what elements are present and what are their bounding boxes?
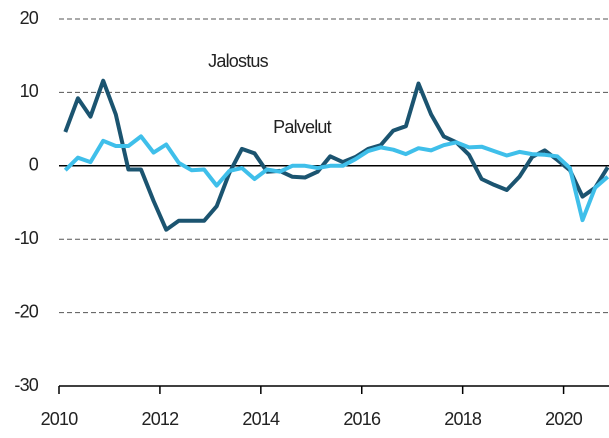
series-line bbox=[63, 78, 609, 232]
y-tick-label: 20 bbox=[20, 8, 39, 28]
x-tick-label: 2020 bbox=[545, 409, 583, 429]
y-tick-label: 10 bbox=[20, 81, 39, 101]
y-tick-label: -30 bbox=[14, 375, 38, 395]
x-tick-label: 2016 bbox=[343, 409, 381, 429]
series-label: Jalostus bbox=[208, 51, 268, 71]
series-label: Palvelut bbox=[273, 117, 331, 137]
series-line bbox=[63, 134, 609, 223]
x-tick-label: 2010 bbox=[41, 409, 79, 429]
x-tick-label: 2012 bbox=[141, 409, 179, 429]
y-tick-label: -10 bbox=[14, 228, 38, 248]
x-tick-label: 2014 bbox=[242, 409, 280, 429]
y-tick-label: 0 bbox=[29, 155, 39, 175]
y-tick-label: -20 bbox=[14, 301, 38, 321]
x-tick-label: 2018 bbox=[444, 409, 482, 429]
